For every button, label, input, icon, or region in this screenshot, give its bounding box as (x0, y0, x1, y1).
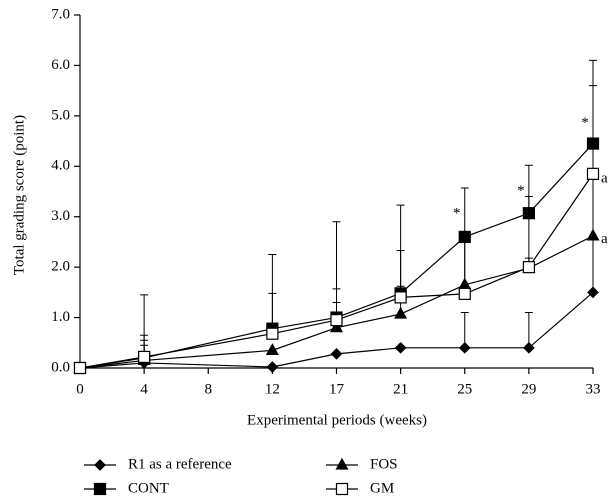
y-tick-label: 7.0 (51, 6, 70, 22)
legend-marker (94, 459, 106, 471)
y-tick-label: 2.0 (51, 259, 70, 275)
y-tick-label: 0.0 (51, 359, 70, 375)
data-point (523, 341, 535, 354)
data-point (458, 341, 471, 354)
data-point (138, 350, 151, 364)
y-tick-label: 3.0 (51, 208, 70, 224)
legend-marker (93, 482, 107, 496)
x-tick-label: 8 (205, 381, 213, 397)
x-axis-title: Experimental periods (weeks) (247, 412, 427, 428)
error-bar (460, 187, 469, 237)
x-tick-label: 25 (457, 381, 472, 397)
series-line (79, 173, 594, 369)
legend-label: GM (370, 480, 394, 496)
annotation: a (601, 231, 608, 247)
x-tick-label: 0 (76, 381, 84, 397)
series-line (79, 291, 594, 369)
error-bar (589, 174, 597, 236)
data-point (265, 343, 279, 355)
data-point (586, 228, 600, 241)
data-point (458, 287, 471, 300)
data-point (266, 361, 279, 373)
data-point (458, 230, 471, 243)
annotation: * (581, 115, 589, 131)
error-bar (589, 236, 597, 293)
error-bar (460, 312, 469, 348)
x-tick-label: 33 (586, 381, 601, 397)
data-point (522, 261, 535, 274)
legend-label: R1 as a reference (128, 456, 232, 472)
legend-label: CONT (128, 480, 169, 496)
y-tick-label: 6.0 (51, 57, 70, 73)
x-tick-label: 12 (265, 381, 280, 397)
legend-marker (335, 457, 349, 470)
y-tick-label: 1.0 (51, 309, 70, 325)
annotation: * (517, 183, 525, 199)
error-bar (524, 312, 533, 348)
y-axis-title: Total grading score (point) (11, 115, 27, 275)
x-tick-label: 21 (393, 381, 408, 397)
data-point (586, 167, 600, 180)
data-point (266, 327, 279, 340)
data-point (587, 286, 599, 299)
series-line (79, 235, 594, 369)
data-point (586, 137, 600, 150)
y-tick-label: 4.0 (51, 158, 70, 174)
data-point (394, 306, 408, 319)
data-point (522, 207, 535, 220)
data-point (330, 313, 343, 327)
annotation: * (453, 206, 461, 222)
data-point (394, 341, 407, 354)
y-tick-label: 5.0 (51, 107, 70, 123)
x-tick-label: 29 (521, 381, 536, 397)
annotation: a (601, 170, 608, 186)
data-point (330, 348, 343, 360)
data-point (329, 320, 344, 333)
data-point (73, 361, 87, 375)
error-bar (589, 85, 597, 174)
legend-label: FOS (370, 456, 398, 472)
data-point (394, 291, 407, 304)
x-tick-label: 4 (140, 381, 148, 397)
legend-marker (335, 482, 349, 496)
x-tick-label: 17 (329, 381, 345, 397)
